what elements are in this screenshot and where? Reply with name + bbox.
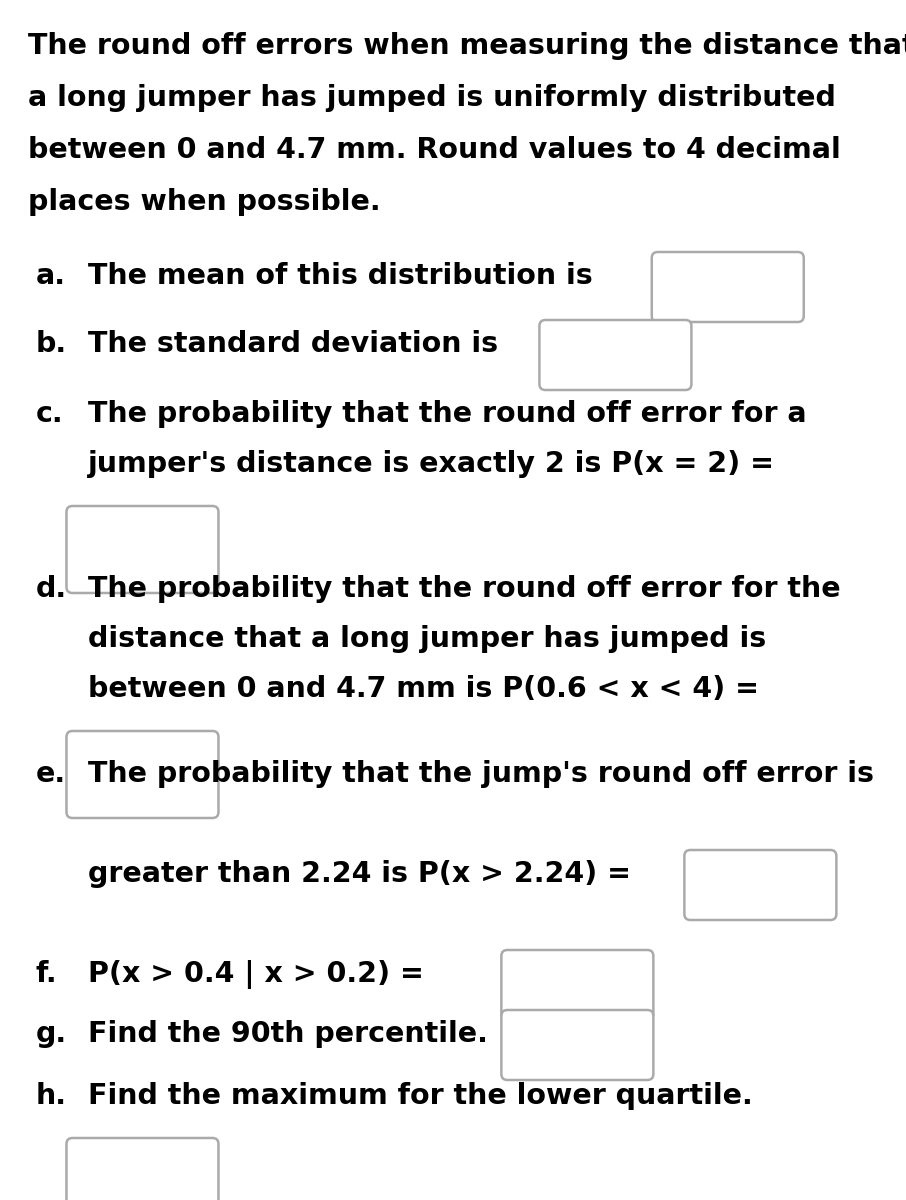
FancyBboxPatch shape	[66, 731, 218, 818]
Text: d.: d.	[36, 575, 67, 602]
FancyBboxPatch shape	[684, 850, 836, 920]
Text: P(x > 0.4 | x > 0.2) =: P(x > 0.4 | x > 0.2) =	[88, 960, 424, 989]
Text: The mean of this distribution is: The mean of this distribution is	[88, 262, 593, 290]
Text: h.: h.	[36, 1082, 67, 1110]
Text: a long jumper has jumped is uniformly distributed: a long jumper has jumped is uniformly di…	[28, 84, 836, 112]
Text: distance that a long jumper has jumped is: distance that a long jumper has jumped i…	[88, 625, 766, 653]
Text: between 0 and 4.7 mm. Round values to 4 decimal: between 0 and 4.7 mm. Round values to 4 …	[28, 136, 841, 164]
FancyBboxPatch shape	[66, 506, 218, 593]
FancyBboxPatch shape	[651, 252, 804, 322]
Text: The probability that the round off error for the: The probability that the round off error…	[88, 575, 841, 602]
Text: b.: b.	[36, 330, 67, 358]
Text: a.: a.	[36, 262, 66, 290]
Text: g.: g.	[36, 1020, 67, 1048]
FancyBboxPatch shape	[66, 1138, 218, 1200]
Text: The standard deviation is: The standard deviation is	[88, 330, 498, 358]
Text: Find the maximum for the lower quartile.: Find the maximum for the lower quartile.	[88, 1082, 753, 1110]
Text: The probability that the round off error for a: The probability that the round off error…	[88, 400, 806, 428]
FancyBboxPatch shape	[501, 950, 653, 1020]
Text: Find the 90th percentile.: Find the 90th percentile.	[88, 1020, 487, 1048]
Text: e.: e.	[36, 760, 66, 788]
Text: c.: c.	[36, 400, 63, 428]
Text: jumper's distance is exactly 2 is P(x = 2) =: jumper's distance is exactly 2 is P(x = …	[88, 450, 775, 478]
FancyBboxPatch shape	[539, 320, 691, 390]
Text: places when possible.: places when possible.	[28, 188, 381, 216]
Text: The probability that the jump's round off error is: The probability that the jump's round of…	[88, 760, 874, 788]
Text: f.: f.	[36, 960, 58, 988]
Text: between 0 and 4.7 mm is P(0.6 < x < 4) =: between 0 and 4.7 mm is P(0.6 < x < 4) =	[88, 674, 759, 703]
Text: The round off errors when measuring the distance that: The round off errors when measuring the …	[28, 32, 906, 60]
Text: greater than 2.24 is P(x > 2.24) =: greater than 2.24 is P(x > 2.24) =	[88, 860, 631, 888]
FancyBboxPatch shape	[501, 1010, 653, 1080]
